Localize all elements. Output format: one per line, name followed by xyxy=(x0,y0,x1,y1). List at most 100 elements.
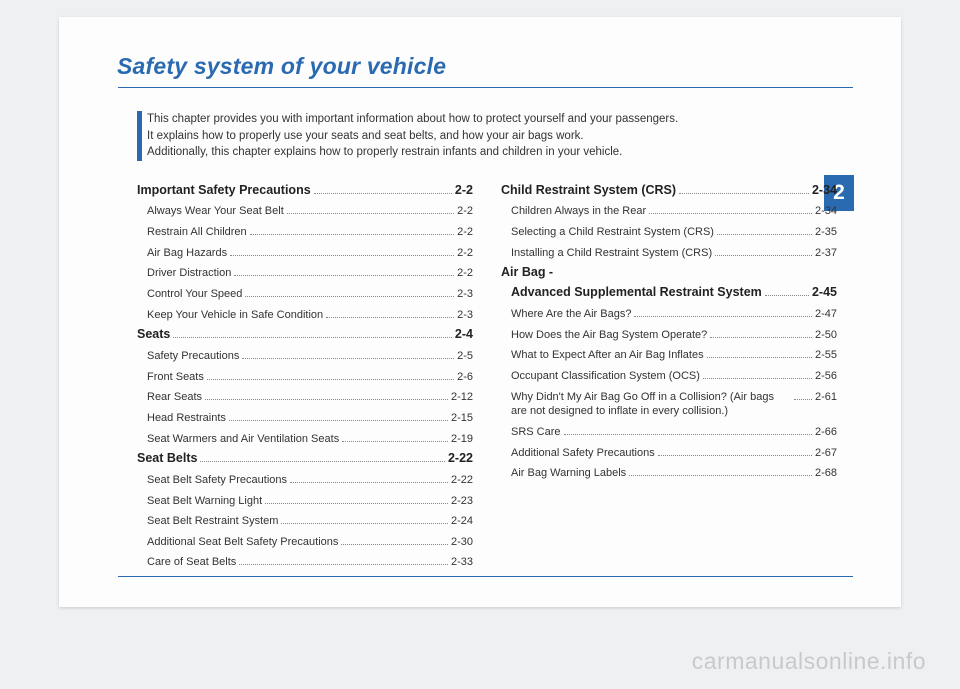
toc-page-number: 2-22 xyxy=(448,451,473,465)
toc-label: Selecting a Child Restraint System (CRS) xyxy=(511,225,714,240)
toc-section: Important Safety Precautions 2-2 xyxy=(137,181,473,199)
toc-page-number: 2-37 xyxy=(815,247,837,259)
toc-subitem: Additional Safety Precautions2-67 xyxy=(501,443,837,461)
toc-leader-dots xyxy=(200,449,445,462)
toc-page-number: 2-35 xyxy=(815,226,837,238)
toc-subitem: What to Expect After an Air Bag Inflates… xyxy=(501,345,837,363)
toc-page-number: 2-6 xyxy=(457,371,473,383)
toc-leader-dots xyxy=(290,470,448,483)
toc-subitem: Seat Belt Warning Light2-23 xyxy=(137,491,473,509)
toc-leader-dots xyxy=(710,325,812,338)
toc-subitem: Air Bag Hazards 2-2 xyxy=(137,243,473,261)
watermark: carmanualsonline.info xyxy=(692,648,926,675)
toc-label: Seat Warmers and Air Ventilation Seats xyxy=(147,432,339,447)
toc-label: How Does the Air Bag System Operate? xyxy=(511,328,707,343)
intro-line: This chapter provides you with important… xyxy=(147,111,831,128)
toc-subitem: Why Didn't My Air Bag Go Off in a Collis… xyxy=(501,387,837,419)
toc-subitem: Rear Seats 2-12 xyxy=(137,387,473,405)
toc-leader-dots xyxy=(634,304,812,317)
toc-leader-dots xyxy=(679,181,809,194)
toc-leader-dots xyxy=(703,366,812,379)
toc-leader-dots xyxy=(230,243,454,256)
toc-page-number: 2-45 xyxy=(812,285,837,299)
toc-column-left: Important Safety Precautions2-2Always We… xyxy=(137,181,473,573)
toc-page-number: 2-19 xyxy=(451,433,473,445)
toc-subitem: Driver Distraction2-2 xyxy=(137,264,473,282)
toc-page-number: 2-34 xyxy=(812,183,837,197)
toc-section: Advanced Supplemental Restraint System 2-… xyxy=(501,283,837,301)
toc-page-number: 2-61 xyxy=(815,391,837,403)
toc-leader-dots xyxy=(649,202,812,215)
toc-leader-dots xyxy=(564,422,812,435)
toc-page-number: 2-30 xyxy=(451,536,473,548)
toc-page-number: 2-22 xyxy=(451,474,473,486)
intro-text: This chapter provides you with important… xyxy=(147,111,831,161)
toc-label: Air Bag Warning Labels xyxy=(511,466,626,481)
toc-leader-dots xyxy=(717,222,812,235)
toc-label: Installing a Child Restraint System (CRS… xyxy=(511,246,712,261)
toc-label: Restrain All Children xyxy=(147,225,247,240)
toc-leader-dots xyxy=(287,202,454,215)
toc-label: Advanced Supplemental Restraint System xyxy=(511,284,762,301)
toc-page-number: 2-50 xyxy=(815,329,837,341)
toc-page-number: 2-55 xyxy=(815,349,837,361)
page-title: Safety system of your vehicle xyxy=(117,53,446,80)
toc-page-number: 2-47 xyxy=(815,308,837,320)
toc-leader-dots xyxy=(326,305,454,318)
toc-leader-dots xyxy=(658,443,812,456)
toc-leader-dots xyxy=(239,553,448,566)
toc-leader-dots xyxy=(234,264,454,277)
toc-page-number: 2-2 xyxy=(457,247,473,259)
toc-leader-dots xyxy=(629,463,812,476)
toc-subitem: Control Your Speed 2-3 xyxy=(137,284,473,302)
toc-section: Seats 2-4 xyxy=(137,326,473,344)
toc-page-number: 2-4 xyxy=(455,327,473,341)
toc-label: Seat Belt Safety Precautions xyxy=(147,473,287,488)
toc-subitem: Seat Warmers and Air Ventilation Seats 2-… xyxy=(137,429,473,447)
toc-label: Air Bag - xyxy=(501,264,553,281)
toc-page-number: 2-2 xyxy=(457,226,473,238)
toc-label: Occupant Classification System (OCS) xyxy=(511,369,700,384)
toc-label: Air Bag Hazards xyxy=(147,246,227,261)
toc-column-right: Child Restraint System (CRS)2-34Children… xyxy=(501,181,837,573)
manual-page: Safety system of your vehicle This chapt… xyxy=(59,17,901,607)
bottom-rule xyxy=(118,576,853,577)
toc-leader-dots xyxy=(207,367,454,380)
toc-label: Head Restraints xyxy=(147,411,226,426)
toc-label: Care of Seat Belts xyxy=(147,555,236,570)
toc-subitem: Installing a Child Restraint System (CRS… xyxy=(501,243,837,261)
toc-page-number: 2-2 xyxy=(457,205,473,217)
toc-section: Seat Belts2-22 xyxy=(137,449,473,467)
toc-leader-dots xyxy=(794,387,812,400)
toc-label: Rear Seats xyxy=(147,390,202,405)
toc-page-number: 2-23 xyxy=(451,495,473,507)
table-of-contents: Important Safety Precautions2-2Always We… xyxy=(137,181,837,573)
toc-label: Important Safety Precautions xyxy=(137,182,311,199)
toc-page-number: 2-12 xyxy=(451,391,473,403)
toc-subitem: Front Seats 2-6 xyxy=(137,367,473,385)
toc-leader-dots xyxy=(245,284,454,297)
toc-label: Control Your Speed xyxy=(147,287,242,302)
toc-subitem: Seat Belt Safety Precautions 2-22 xyxy=(137,470,473,488)
toc-subitem: Occupant Classification System (OCS)2-56 xyxy=(501,366,837,384)
toc-subitem: Care of Seat Belts2-33 xyxy=(137,553,473,571)
toc-subitem: Safety Precautions2-5 xyxy=(137,346,473,364)
toc-label: Where Are the Air Bags? xyxy=(511,307,631,322)
toc-label: Front Seats xyxy=(147,370,204,385)
toc-leader-dots xyxy=(707,345,812,358)
toc-page-number: 2-2 xyxy=(457,267,473,279)
title-rule xyxy=(118,87,853,88)
toc-page-number: 2-67 xyxy=(815,447,837,459)
toc-subitem: Children Always in the Rear 2-34 xyxy=(501,202,837,220)
toc-page-number: 2-34 xyxy=(815,205,837,217)
toc-leader-dots xyxy=(265,491,448,504)
toc-page-number: 2-2 xyxy=(455,183,473,197)
toc-leader-dots xyxy=(242,346,454,359)
toc-subitem: Keep Your Vehicle in Safe Condition2-3 xyxy=(137,305,473,323)
toc-label: Seats xyxy=(137,326,170,343)
toc-label: What to Expect After an Air Bag Inflates xyxy=(511,348,704,363)
toc-page-number: 2-3 xyxy=(457,288,473,300)
toc-page-number: 2-15 xyxy=(451,412,473,424)
toc-label: Children Always in the Rear xyxy=(511,204,646,219)
toc-leader-dots xyxy=(173,326,452,339)
